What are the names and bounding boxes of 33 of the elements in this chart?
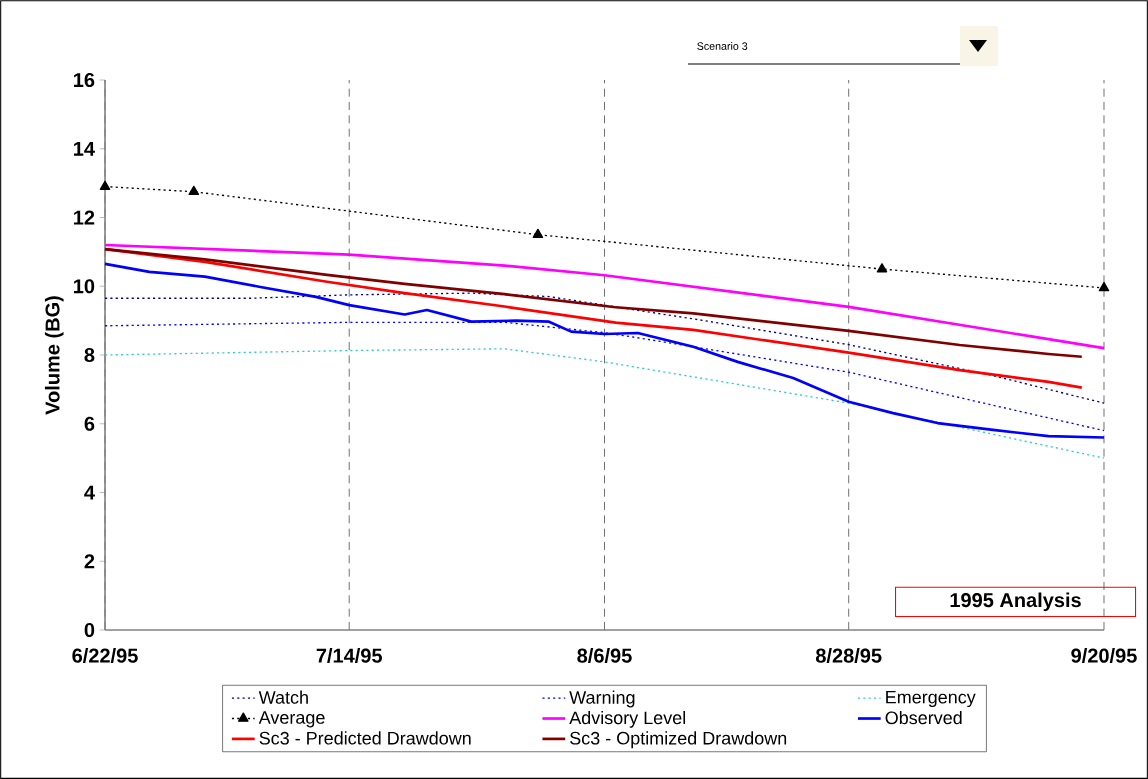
line-series [103, 262, 1106, 439]
legend-label: Average [258, 711, 325, 728]
legend-label: Sc3 - Optimized Drawdown [570, 731, 787, 749]
legend-label: Watch [258, 690, 308, 704]
y-tick-label: 6 [84, 416, 95, 431]
line-series [104, 348, 1105, 459]
legend-label: Advisory Level [569, 710, 686, 728]
x-tick-label: 9/20/95 [1071, 648, 1137, 663]
y-tick-label: 10 [74, 279, 95, 294]
legend-label: Emergency [886, 690, 976, 708]
y-tick-label: 4 [84, 485, 95, 500]
y-tick-label: 8 [84, 347, 95, 363]
y-tick-label: 0 [84, 622, 95, 638]
y-tick-label: 14 [74, 141, 95, 156]
point [99, 180, 111, 190]
legend-label: Sc3 - Predicted Drawdown [259, 731, 471, 745]
point [532, 228, 544, 239]
y-axis-title: Volume (BG) [44, 296, 64, 415]
y-tick-label: 16 [74, 72, 95, 88]
x-tick-label: 7/14/95 [316, 648, 382, 663]
annotation: 1995 Analysis [950, 592, 1081, 612]
point [1098, 281, 1110, 292]
y-tick-label: 2 [84, 554, 95, 569]
x-tick-label: 8/28/95 [815, 648, 882, 663]
x-tick-label: 8/6/95 [577, 648, 632, 663]
text: Scenario 3 [697, 42, 748, 50]
legend-label: Warning [569, 690, 635, 708]
x-tick-label: 6/22/95 [72, 648, 138, 663]
point [188, 185, 200, 196]
line-series [104, 292, 1105, 404]
legend-label: Observed [885, 710, 962, 725]
y-tick-label: 12 [74, 210, 95, 225]
point [876, 263, 888, 273]
